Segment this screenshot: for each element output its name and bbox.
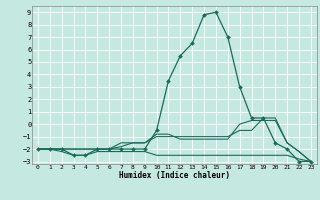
- X-axis label: Humidex (Indice chaleur): Humidex (Indice chaleur): [119, 171, 230, 180]
